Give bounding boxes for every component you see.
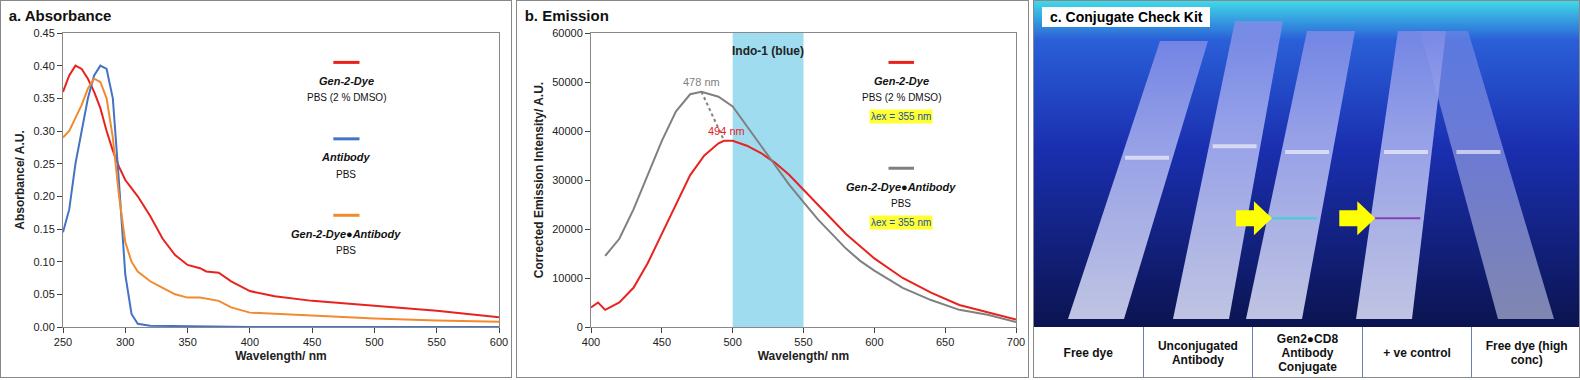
svg-text:0.30: 0.30 — [33, 125, 54, 137]
svg-text:PBS: PBS — [891, 198, 911, 209]
svg-text:30000: 30000 — [552, 174, 583, 186]
svg-text:10000: 10000 — [552, 272, 583, 284]
html-text:Unconjugated Antibody: Unconjugated Antibody — [1157, 339, 1238, 367]
svg-text:500: 500 — [365, 336, 383, 348]
svg-text:PBS (2 % DMSO): PBS (2 % DMSO) — [862, 92, 941, 103]
svg-text:494 nm: 494 nm — [708, 125, 745, 137]
svg-text:Wavelength/ nm: Wavelength/ nm — [235, 349, 327, 363]
html-text:Free dye (high conc): Free dye (high conc) — [1485, 339, 1568, 367]
svg-text:0.05: 0.05 — [33, 288, 54, 300]
svg-text:60000: 60000 — [552, 27, 583, 39]
svg-text:20000: 20000 — [552, 223, 583, 235]
svg-text:300: 300 — [116, 336, 134, 348]
svg-text:Gen-2-Dye: Gen-2-Dye — [874, 75, 929, 87]
svg-text:0.35: 0.35 — [33, 92, 54, 104]
svg-text:Absorbance/ A.U.: Absorbance/ A.U. — [13, 130, 27, 230]
svg-text:450: 450 — [653, 336, 671, 348]
svg-text:0.15: 0.15 — [33, 223, 54, 235]
svg-text:λex = 355 nm: λex = 355 nm — [871, 111, 931, 122]
svg-text:550: 550 — [428, 336, 446, 348]
svg-text:0.00: 0.00 — [33, 321, 54, 333]
svg-text:478 nm: 478 nm — [683, 76, 720, 88]
svg-text:Gen-2-Dye●Antibody: Gen-2-Dye●Antibody — [846, 181, 956, 193]
svg-text:a. Absorbance: a. Absorbance — [9, 7, 112, 24]
svg-text:Wavelength/ nm: Wavelength/ nm — [758, 349, 850, 363]
svg-text:Corrected Emission Intensity/: Corrected Emission Intensity/ A.U. — [532, 82, 546, 278]
svg-text:700: 700 — [1007, 336, 1025, 348]
svg-text:600: 600 — [865, 336, 883, 348]
svg-text:b. Emission: b. Emission — [525, 7, 609, 24]
svg-text:0.20: 0.20 — [33, 190, 54, 202]
svg-text:Gen-2-Dye: Gen-2-Dye — [319, 75, 374, 87]
svg-text:0.25: 0.25 — [33, 158, 54, 170]
svg-text:400: 400 — [241, 336, 259, 348]
svg-text:450: 450 — [303, 336, 321, 348]
html-text:c. Conjugate Check Kit: c. Conjugate Check Kit — [1050, 9, 1203, 25]
svg-text:Antibody: Antibody — [321, 151, 371, 163]
svg-text:250: 250 — [54, 336, 72, 348]
svg-text:350: 350 — [178, 336, 196, 348]
svg-text:PBS: PBS — [336, 169, 356, 180]
svg-text:0.40: 0.40 — [33, 60, 54, 72]
html-text:Gen2●CD8 Antibody Conjugate: Gen2●CD8 Antibody Conjugate — [1276, 332, 1339, 374]
svg-text:Gen-2-Dye●Antibody: Gen-2-Dye●Antibody — [291, 228, 401, 240]
svg-text:0: 0 — [577, 321, 583, 333]
html-text:Free dye: Free dye — [1063, 346, 1113, 360]
svg-text:PBS: PBS — [336, 245, 356, 256]
svg-text:0.45: 0.45 — [33, 27, 54, 39]
svg-text:Indo-1 (blue): Indo-1 (blue) — [732, 44, 804, 58]
svg-text:50000: 50000 — [552, 76, 583, 88]
svg-text:400: 400 — [582, 336, 600, 348]
svg-text:500: 500 — [723, 336, 741, 348]
html-text:+ ve control: + ve control — [1383, 346, 1451, 360]
svg-text:PBS (2 % DMSO): PBS (2 % DMSO) — [307, 92, 386, 103]
svg-text:650: 650 — [936, 336, 954, 348]
svg-text:550: 550 — [794, 336, 812, 348]
svg-text:40000: 40000 — [552, 125, 583, 137]
svg-text:0.10: 0.10 — [33, 256, 54, 268]
svg-text:λex = 355 nm: λex = 355 nm — [871, 217, 931, 228]
svg-text:600: 600 — [490, 336, 508, 348]
